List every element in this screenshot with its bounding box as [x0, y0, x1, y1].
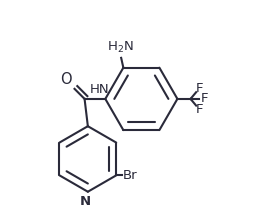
Text: H$_2$N: H$_2$N	[107, 39, 133, 55]
Text: N: N	[80, 195, 91, 208]
Text: F: F	[195, 103, 203, 116]
Text: O: O	[60, 72, 72, 87]
Text: F: F	[200, 92, 208, 106]
Text: HN: HN	[90, 83, 110, 96]
Text: Br: Br	[123, 169, 137, 182]
Text: F: F	[195, 82, 203, 95]
